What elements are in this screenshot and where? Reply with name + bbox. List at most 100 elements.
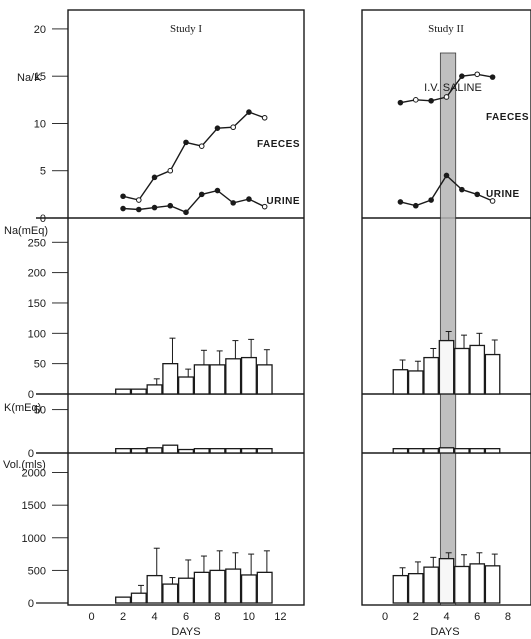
data-point-study-1 (230, 124, 236, 131)
bar-study-2-panel-3 (484, 565, 501, 604)
data-point-study-1 (230, 200, 236, 206)
bar-study-2-panel-2 (469, 448, 486, 454)
bar-study-2-panel-3 (438, 558, 455, 604)
y-tick-label: 200 (28, 268, 46, 280)
data-point-study-2 (474, 191, 481, 198)
x-tick-label-study-1: 6 (183, 611, 189, 623)
data-point-study-2 (397, 199, 404, 205)
x-tick-label-study-2: 6 (474, 611, 480, 623)
x-tick-label-study-2: 2 (413, 611, 419, 623)
data-point-study-1 (151, 204, 158, 211)
series-line-study-1-0 (122, 111, 265, 201)
data-point-study-1 (167, 202, 174, 209)
x-tick-label-study-2: 4 (443, 611, 449, 623)
bar-study-2-panel-1 (438, 339, 455, 395)
bar-study-1-panel-2 (130, 448, 147, 454)
bar-study-2-panel-3 (423, 566, 439, 604)
series-label-study-2-0: FAECES (486, 112, 529, 123)
series-line-study-1-1 (123, 189, 266, 214)
bar-study-1-panel-2 (115, 448, 132, 454)
data-point-study-1 (261, 203, 268, 210)
data-point-study-2 (459, 73, 465, 79)
data-point-study-1 (246, 109, 252, 115)
y-tick-label: 15 (34, 71, 46, 83)
y-tick-label: 0 (28, 598, 34, 610)
bar-study-1-panel-1 (256, 364, 273, 395)
x-tick-label-study-2: 8 (505, 611, 511, 623)
y-tick-label: 250 (28, 237, 46, 249)
x-tick-label-study-1: 4 (151, 611, 157, 623)
bar-study-2-panel-3 (392, 574, 409, 604)
bar-study-2-panel-1 (454, 347, 470, 395)
bar-study-2-panel-3 (469, 563, 486, 604)
y-tick-label: 150 (28, 298, 46, 310)
x-tick-label-study-1: 0 (89, 611, 95, 623)
data-point-study-1 (151, 174, 158, 181)
data-point-study-1 (136, 197, 142, 203)
bar-study-2-panel-2 (438, 447, 455, 454)
chart-title-study-1: Study I (170, 23, 202, 35)
bar-study-1-panel-1 (162, 363, 179, 395)
bar-study-1-panel-2 (209, 448, 226, 454)
bar-study-1-panel-1 (240, 356, 257, 395)
y-tick-label: 50 (34, 405, 46, 417)
data-point-study-1 (214, 125, 221, 131)
y-tick-label: 20 (34, 24, 46, 36)
bar-study-1-panel-2 (240, 448, 257, 454)
data-point-study-2 (489, 198, 496, 204)
data-point-study-2 (428, 197, 434, 203)
bar-study-1-panel-3 (225, 568, 242, 604)
x-axis-title-study-1: DAYS (171, 626, 200, 638)
bar-study-1-panel-2 (177, 448, 195, 454)
data-point-study-1 (261, 114, 268, 121)
bar-study-1-panel-1 (146, 384, 163, 395)
panel-label-0: Na/K (17, 72, 42, 84)
panel-label-3: Vol.(mls) (3, 459, 46, 471)
panel-label-2: K(mEq) (4, 402, 41, 414)
data-point-study-1 (214, 187, 221, 194)
y-tick-label: 1500 (22, 500, 46, 512)
bar-study-1-panel-2 (225, 448, 242, 454)
bar-study-1-panel-3 (146, 574, 163, 604)
bar-study-1-panel-3 (240, 574, 257, 604)
chart-title-study-2: Study II (428, 23, 464, 35)
bar-study-1-panel-3 (193, 571, 210, 604)
data-point-study-1 (198, 191, 205, 198)
data-point-study-1 (136, 206, 142, 213)
bar-study-1-panel-1 (177, 376, 195, 395)
bar-study-1-panel-1 (130, 388, 147, 395)
bar-study-1-panel-3 (162, 583, 179, 604)
y-tick-label: 10 (34, 118, 46, 130)
data-point-study-2 (428, 97, 434, 104)
y-tick-label: 2000 (22, 468, 46, 480)
y-tick-label: 50 (34, 359, 46, 371)
y-tick-label: 0 (28, 389, 34, 401)
data-point-study-1 (167, 167, 174, 174)
bar-study-1-panel-2 (162, 444, 179, 454)
bar-study-1-panel-1 (209, 364, 226, 395)
bar-study-1-panel-2 (146, 447, 163, 454)
data-point-study-2 (443, 94, 450, 100)
data-point-study-2 (459, 186, 465, 193)
bar-study-2-panel-1 (484, 353, 501, 395)
data-point-study-2 (397, 99, 404, 106)
bar-study-2-panel-3 (454, 565, 470, 604)
data-point-study-1 (183, 139, 189, 146)
bar-study-2-panel-2 (392, 448, 409, 454)
bar-study-2-panel-2 (407, 448, 424, 454)
bar-study-1-panel-3 (256, 571, 273, 604)
data-point-study-1 (120, 205, 126, 212)
y-tick-label: 0 (28, 448, 34, 460)
y-tick-label: 1000 (22, 533, 46, 545)
data-point-study-2 (474, 71, 481, 78)
series-label-study-1-0: FAECES (257, 139, 300, 150)
panel-label-1: Na(mEq) (4, 225, 48, 237)
iv-saline-band (439, 52, 457, 606)
bar-study-1-panel-3 (130, 592, 147, 604)
y-tick-label: 500 (28, 565, 46, 577)
x-tick-label-study-1: 10 (243, 611, 255, 623)
bar-study-1-panel-3 (115, 596, 132, 604)
y-tick-label: 100 (28, 328, 46, 340)
data-point-study-2 (489, 74, 496, 80)
bar-study-2-panel-1 (392, 369, 409, 395)
